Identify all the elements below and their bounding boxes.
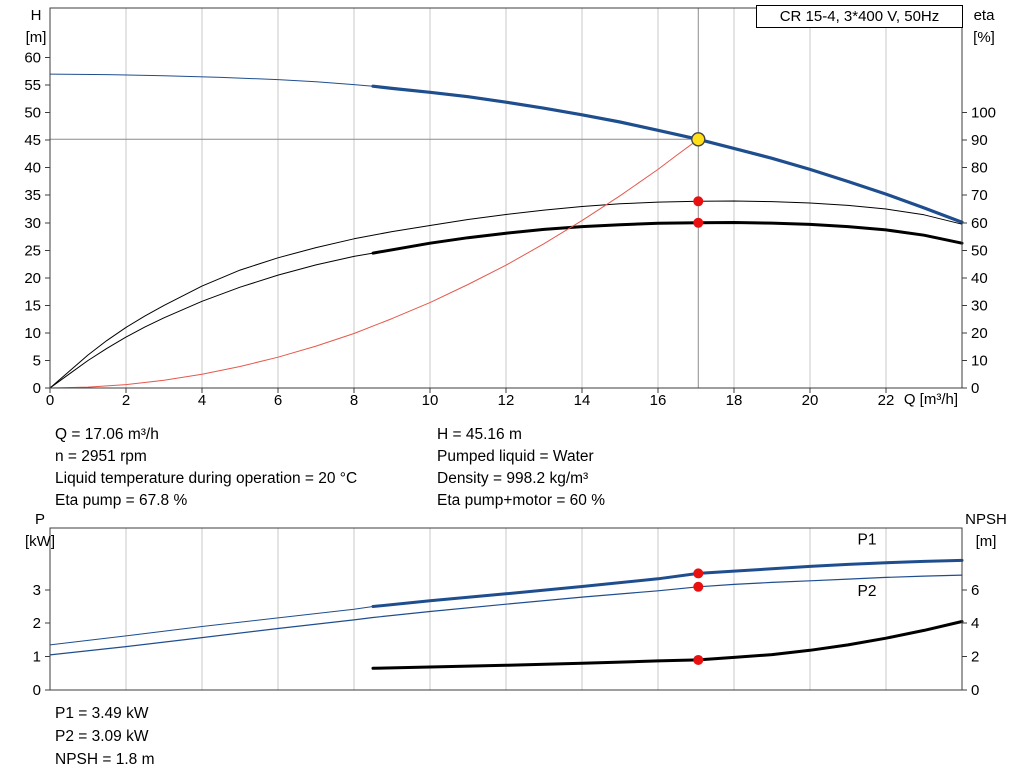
y-right-tick-label: 30 (971, 297, 988, 314)
y-left-axis-title: P (35, 511, 45, 528)
y-right-axis-title: eta (974, 7, 996, 24)
y-left-tick-label: 25 (24, 242, 41, 259)
info-liquid-temp: Liquid temperature during operation = 20… (55, 470, 358, 487)
operating-point-dot (693, 196, 704, 207)
x-tick-label: 6 (274, 392, 282, 409)
x-tick-label: 10 (422, 392, 439, 409)
y-left-tick-label: 3 (33, 582, 41, 599)
info-eta-pump-motor: Eta pump+motor = 60 % (437, 492, 606, 509)
y-right-tick-label: 90 (971, 132, 988, 149)
operating-point-dot (693, 654, 704, 665)
x-tick-label: 4 (198, 392, 206, 409)
plot-frame (49, 527, 963, 691)
duty-info-right-column: H = 45.16 m Pumped liquid = Water Densit… (437, 424, 605, 512)
y-left-tick-label: 60 (24, 50, 41, 67)
y-right-tick-label: 70 (971, 187, 988, 204)
duty-point-marker[interactable] (691, 132, 706, 147)
x-tick-label: 14 (574, 392, 591, 409)
x-tick-label: 12 (498, 392, 515, 409)
y-right-axis-title: [m] (976, 533, 997, 550)
y-right-tick-label: 20 (971, 325, 988, 342)
x-tick-label: 8 (350, 392, 358, 409)
y-right-tick-label: 10 (971, 352, 988, 369)
y-left-tick-label: 35 (24, 187, 41, 204)
x-tick-label: 2 (122, 392, 130, 409)
pump-title: CR 15-4, 3*400 V, 50Hz (780, 8, 940, 25)
info-p1: P1 = 3.49 kW (55, 705, 149, 722)
y-right-tick-label: 40 (971, 270, 988, 287)
y-left-axis-title: [m] (26, 29, 47, 46)
y-left-tick-label: 5 (33, 352, 41, 369)
y-right-tick-label: 50 (971, 242, 988, 259)
y-left-tick-label: 1 (33, 649, 41, 666)
pump-title-box (756, 5, 963, 28)
y-left-tick-label: 50 (24, 105, 41, 122)
info-p2: P2 = 3.09 kW (55, 728, 149, 745)
operating-point-dot (693, 568, 704, 579)
operating-point-dot (693, 217, 704, 228)
y-left-tick-label: 15 (24, 297, 41, 314)
x-axis-title: Q [m³/h] (904, 391, 958, 408)
y-right-tick-label: 100 (971, 105, 996, 122)
y-left-axis-title: H (31, 7, 42, 24)
power-npsh-chart: 0 1 2 3 0 2 4 6 P [kW] NPSH [m] P1 P2 (25, 511, 1007, 699)
operating-point-dot (693, 581, 704, 592)
series-label-p1: P1 (858, 532, 877, 549)
info-pumped-liquid: Pumped liquid = Water (437, 448, 594, 465)
curve-p1 (371, 558, 964, 608)
curve-eta-pump-motor-thin (49, 252, 374, 389)
x-tick-label: 22 (878, 392, 895, 409)
x-tick-label: 0 (46, 392, 54, 409)
curve-system-curve (49, 138, 699, 389)
y-left-tick-label: 40 (24, 160, 41, 177)
y-left-tick-label: 55 (24, 77, 41, 94)
y-right-axis-title: [%] (973, 29, 995, 46)
info-speed: n = 2951 rpm (55, 448, 147, 465)
curve-h-curve-thin (49, 73, 374, 87)
y-right-tick-label: 0 (971, 380, 979, 397)
y-left-axis-title: [kW] (25, 533, 55, 550)
info-eta-pump: Eta pump = 67.8 % (55, 492, 188, 509)
y-left-tick-label: 30 (24, 215, 41, 232)
y-left-tick-label: 2 (33, 615, 41, 632)
info-npsh: NPSH = 1.8 m (55, 751, 155, 768)
y-right-tick-label: 80 (971, 160, 988, 177)
duty-info-left-column: Q = 17.06 m³/h n = 2951 rpm Liquid tempe… (55, 424, 357, 512)
curve-p2 (49, 574, 963, 656)
curve-eta-pump-motor (371, 221, 964, 255)
y-right-tick-label: 60 (971, 215, 988, 232)
x-tick-label: 16 (650, 392, 667, 409)
x-tick-label: 20 (802, 392, 819, 409)
info-flow: Q = 17.06 m³/h (55, 426, 159, 443)
y-right-axis-title: NPSH (965, 511, 1007, 528)
y-left-tick-label: 0 (33, 682, 41, 699)
head-efficiency-chart: 0 2 4 6 8 10 12 14 16 18 20 22 0 5 10 15 20 25 30 35 40 45 50 5… (24, 5, 996, 409)
curve-eta-pump (49, 200, 963, 389)
series-label-p2: P2 (858, 583, 877, 600)
y-right-tick-label: 6 (971, 582, 979, 599)
power-info-block: P1 = 3.49 kW P2 = 3.09 kW NPSH = 1.8 m (55, 702, 155, 771)
info-head: H = 45.16 m (437, 426, 522, 443)
y-right-tick-label: 2 (971, 649, 979, 666)
curve-npsh (371, 620, 964, 670)
y-left-tick-label: 20 (24, 270, 41, 287)
curve-p1-thin (49, 606, 374, 646)
x-tick-label: 18 (726, 392, 743, 409)
y-left-tick-label: 10 (24, 325, 41, 342)
y-right-tick-label: 0 (971, 682, 979, 699)
y-right-tick-label: 4 (971, 615, 979, 632)
info-density: Density = 998.2 kg/m³ (437, 470, 589, 487)
y-left-tick-label: 0 (33, 380, 41, 397)
curve-h-curve (371, 84, 964, 224)
y-left-tick-label: 45 (24, 132, 41, 149)
